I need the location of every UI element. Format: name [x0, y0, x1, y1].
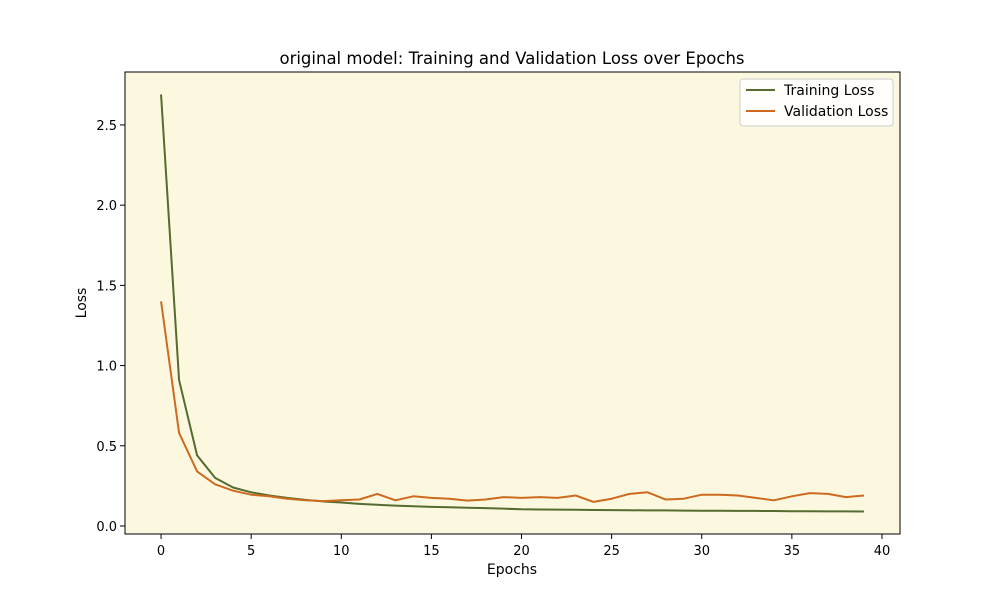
y-axis-ticks: 0.0 0.5 1.0 1.5 2.0 2.5 [96, 119, 125, 535]
x-tick-label: 30 [693, 544, 710, 559]
series-layer [160, 94, 865, 513]
y-tick-label: 0.5 [96, 440, 117, 455]
legend-label-validation-loss: Validation Loss [784, 104, 888, 120]
y-tick-label: 2.0 [96, 199, 117, 214]
x-tick-label: 5 [247, 544, 255, 559]
legend-box [739, 78, 894, 127]
x-axis-ticks: 0 5 10 15 20 25 30 35 40 [157, 534, 890, 559]
y-tick-label: 1.0 [96, 360, 117, 375]
x-axis-label: Epochs [487, 562, 537, 578]
x-tick-label: 20 [513, 544, 530, 559]
y-tick-label: 0.0 [96, 520, 117, 535]
series-line-validation-loss [160, 301, 865, 503]
y-tick-label: 1.5 [96, 279, 117, 294]
x-tick-label: 10 [333, 544, 350, 559]
plot-area [124, 71, 901, 535]
legend-label-training-loss: Training Loss [783, 83, 874, 99]
chart-title: original model: Training and Validation … [279, 49, 744, 68]
legend: Training Loss Validation Loss [739, 78, 894, 127]
y-axis-label: Loss [74, 288, 90, 319]
x-tick-label: 40 [874, 544, 891, 559]
x-tick-label: 35 [784, 544, 801, 559]
y-tick-label: 2.5 [96, 119, 117, 134]
x-tick-label: 0 [157, 544, 165, 559]
x-tick-label: 15 [423, 544, 440, 559]
x-tick-label: 25 [603, 544, 620, 559]
